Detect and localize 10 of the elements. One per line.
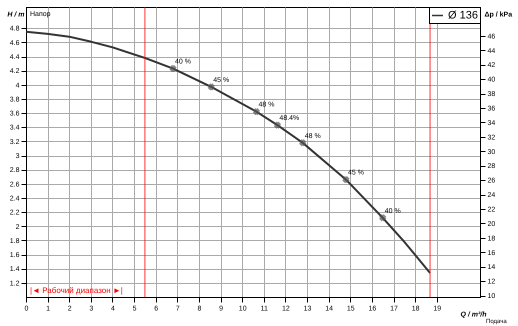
point <box>300 140 306 146</box>
point <box>170 65 176 72</box>
point <box>208 84 214 90</box>
legend-label: Ø 136 <box>448 10 478 22</box>
point <box>253 108 260 115</box>
annotation: |◄ Рабочий диапазон ►| <box>30 286 123 295</box>
point <box>342 176 350 183</box>
line-series <box>25 30 432 274</box>
point <box>380 214 386 221</box>
point <box>274 122 281 128</box>
